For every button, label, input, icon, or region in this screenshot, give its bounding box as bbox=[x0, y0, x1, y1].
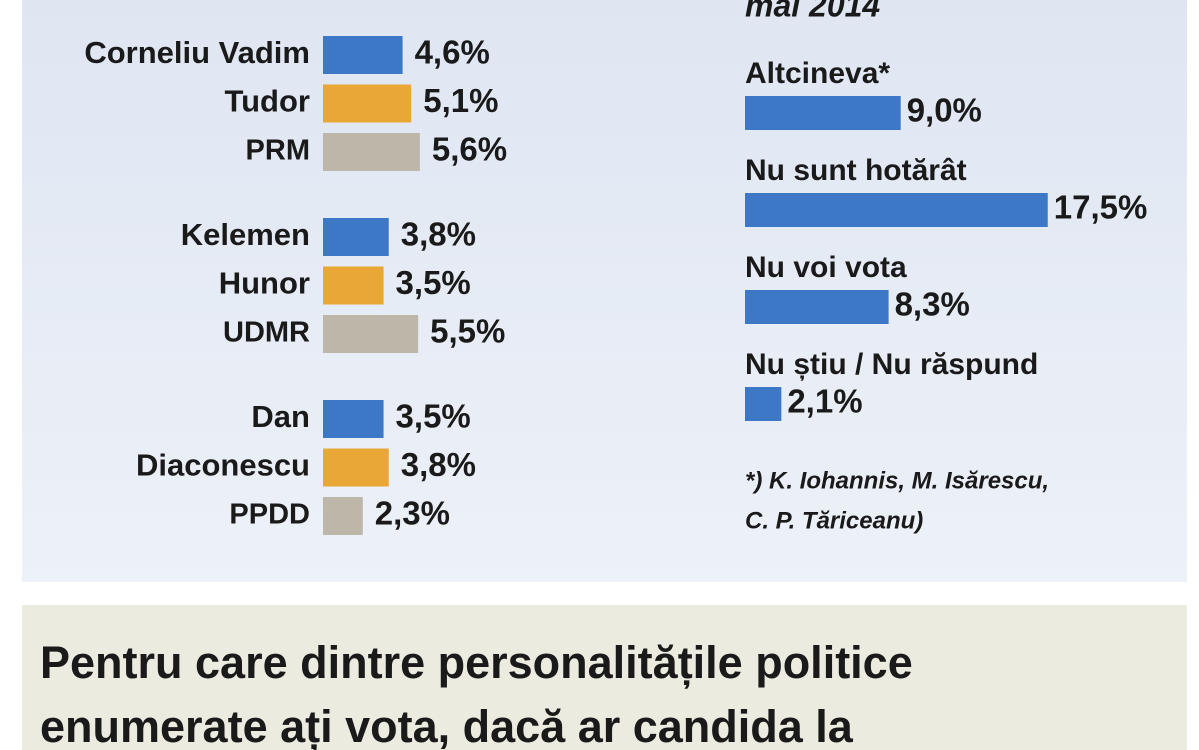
question: Pentru care dintre personalitățile polit… bbox=[40, 637, 913, 688]
footnote: C. P. Tăriceanu) bbox=[745, 507, 923, 534]
category-label: PRM bbox=[246, 135, 310, 167]
category-label: Nu voi vota bbox=[745, 251, 907, 284]
value-label: 3,5% bbox=[396, 264, 471, 301]
value-label: 2,3% bbox=[375, 495, 450, 532]
category-label: Tudor bbox=[224, 84, 310, 119]
bar bbox=[323, 218, 389, 256]
bar bbox=[745, 193, 1048, 227]
value-label: 5,1% bbox=[423, 82, 498, 119]
category-label: Nu sunt hotărât bbox=[745, 154, 967, 187]
category-label: Altcineva* bbox=[745, 57, 890, 90]
bar bbox=[323, 266, 384, 305]
value-label: 3,8% bbox=[401, 216, 476, 253]
value-label: 2,1% bbox=[787, 383, 862, 420]
category-label: Kelemen bbox=[181, 217, 310, 252]
bar bbox=[745, 96, 901, 130]
value-label: 8,3% bbox=[895, 286, 970, 323]
value-label: 4,6% bbox=[415, 34, 490, 71]
bar bbox=[323, 400, 384, 438]
bar bbox=[323, 497, 363, 535]
question: enumerate ați vota, dacă ar candida la bbox=[40, 701, 854, 750]
question-panel bbox=[22, 605, 1187, 750]
value-label: 17,5% bbox=[1054, 189, 1148, 226]
footnote: *) K. Iohannis, M. Isărescu, bbox=[745, 467, 1049, 494]
category-label: UDMR bbox=[223, 317, 310, 349]
category-label: Diaconescu bbox=[136, 448, 310, 483]
bar bbox=[323, 448, 389, 487]
category-label: PPDD bbox=[229, 499, 310, 531]
chart-panel bbox=[22, 0, 1187, 582]
value-label: 3,5% bbox=[396, 398, 471, 435]
bar bbox=[745, 387, 782, 421]
category-label: Dan bbox=[251, 399, 310, 434]
bar bbox=[745, 290, 889, 324]
value-label: 5,5% bbox=[430, 313, 505, 350]
value-label: 5,6% bbox=[432, 131, 507, 168]
value-label: 9,0% bbox=[907, 92, 982, 129]
bar bbox=[323, 84, 412, 123]
value-label: 3,8% bbox=[401, 446, 476, 483]
bar bbox=[323, 133, 420, 171]
bar bbox=[323, 315, 419, 353]
bar bbox=[323, 36, 403, 74]
category-label: Nu știu / Nu răspund bbox=[745, 348, 1038, 381]
subtitle: mai 2014 bbox=[745, 0, 880, 23]
category-label: Hunor bbox=[219, 266, 310, 301]
category-label: Corneliu Vadim bbox=[84, 35, 310, 70]
